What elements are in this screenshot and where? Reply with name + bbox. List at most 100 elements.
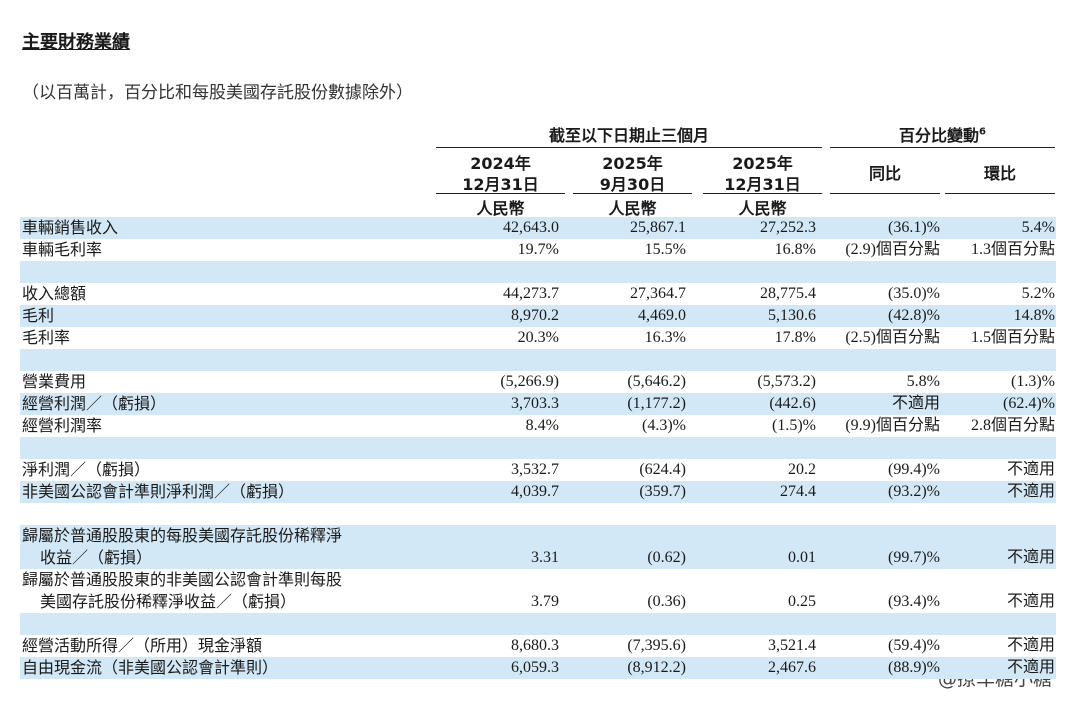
cell: (7,395.6) (627, 637, 686, 654)
row-stripe (20, 393, 1056, 415)
row-stripe (20, 613, 1056, 635)
row-label: 毛利率 (22, 328, 71, 347)
cell: 274.4 (780, 483, 816, 500)
cell: (59.4)% (888, 637, 940, 654)
cell: (0.36) (647, 593, 686, 610)
row-label: 淨利潤／（虧損） (22, 460, 151, 479)
cell: 不適用 (1006, 549, 1055, 566)
column-header: 9月30日 (599, 175, 666, 194)
cell: 不適用 (891, 395, 940, 412)
cell: 3,532.7 (511, 461, 559, 478)
cell: 不適用 (1006, 593, 1055, 610)
cell: 27,252.3 (760, 219, 816, 236)
cell: 25,867.1 (630, 219, 686, 236)
column-header: 2025年 (602, 154, 663, 173)
cell: (442.6) (769, 395, 816, 412)
cell: 不適用 (1006, 483, 1055, 500)
column-rule (830, 193, 940, 194)
cell: (8,912.2) (627, 659, 686, 676)
cell: 不適用 (1006, 637, 1055, 654)
header-rule (436, 147, 822, 148)
column-header: 12月31日 (724, 175, 801, 194)
cell: (99.4)% (888, 461, 940, 478)
cell: 20.2 (788, 461, 816, 478)
column-header: 同比 (868, 164, 901, 183)
cell: (5,573.2) (757, 373, 816, 390)
cell: (1,177.2) (627, 395, 686, 412)
row-label: 經營活動所得／（所用）現金淨額 (22, 636, 263, 655)
cell: (5,646.2) (627, 373, 686, 390)
row-stripe (20, 437, 1056, 459)
row-label: 自由現金流（非美國公認會計準則） (22, 658, 279, 677)
cell: 3,703.3 (511, 395, 559, 412)
column-header: 環比 (983, 164, 1016, 183)
currency: 人民幣 (476, 199, 525, 218)
cell: 3.79 (531, 593, 559, 610)
cell: 5.4% (1021, 219, 1055, 236)
row-stripe (20, 657, 1056, 679)
cell: (0.62) (647, 549, 686, 566)
row-label: 車輛毛利率 (22, 240, 103, 259)
currency: 人民幣 (608, 199, 657, 218)
row-stripe (20, 305, 1056, 327)
row-label: 毛利 (22, 306, 55, 325)
column-header: 2025年 (732, 154, 793, 173)
cell: 3,521.4 (768, 637, 816, 654)
cell: (93.4)% (888, 593, 940, 610)
cell: 4,039.7 (511, 483, 559, 500)
column-header: 12月31日 (462, 175, 539, 194)
row-stripe (20, 525, 1056, 569)
column-header: 2024年 (470, 154, 531, 173)
cell: 6,059.3 (511, 659, 559, 676)
cell: (99.7)% (888, 549, 940, 566)
row-stripe (20, 349, 1056, 371)
cell: 5,130.6 (768, 307, 816, 324)
cell: 不適用 (1006, 461, 1055, 478)
cell: (62.4)% (1003, 395, 1055, 412)
cell: 1.5個百分點 (970, 329, 1055, 346)
cell: 17.8% (774, 329, 816, 346)
cell: 19.7% (517, 241, 559, 258)
cell: 2.8個百分點 (970, 417, 1055, 434)
cell: 1.3個百分點 (970, 241, 1055, 258)
cell: 0.25 (788, 593, 816, 610)
cell: (35.0)% (888, 285, 940, 302)
cell: 28,775.4 (760, 285, 816, 302)
cell: 不適用 (1006, 659, 1055, 676)
cell: 4,469.0 (638, 307, 686, 324)
cell: 3.31 (531, 549, 559, 566)
cell: (42.8)% (888, 307, 940, 324)
cell: 5.8% (906, 373, 940, 390)
currency: 人民幣 (738, 199, 787, 218)
column-rule (945, 193, 1055, 194)
cell: (5,266.9) (500, 373, 559, 390)
group-header-text: 百分比變動 (899, 126, 980, 145)
cell: (624.4) (639, 461, 686, 478)
column-rule (436, 193, 565, 194)
row-stripe (20, 261, 1056, 283)
row-label: 美國存託股份稀釋淨收益／（虧損） (40, 592, 297, 611)
title: 主要財務業績 (22, 32, 130, 53)
cell: 44,273.7 (503, 285, 559, 302)
cell: 14.8% (1013, 307, 1055, 324)
cell: 8,680.3 (511, 637, 559, 654)
row-label: 歸屬於普通股股東的非美國公認會計準則每股 (22, 570, 343, 589)
cell: 42,643.0 (503, 219, 559, 236)
group-header: 截至以下日期止三個月 (548, 126, 709, 145)
cell: 27,364.7 (630, 285, 686, 302)
footnote-mark: 6 (979, 126, 986, 138)
row-label: 車輛銷售收入 (22, 218, 119, 237)
row-label: 收益／（虧損） (40, 548, 153, 567)
cell: 8.4% (525, 417, 559, 434)
group-header: 百分比變動6 (830, 122, 1055, 146)
column-rule (703, 193, 822, 194)
cell: (93.2)% (888, 483, 940, 500)
cell: 5.2% (1021, 285, 1055, 302)
row-label: 經營利潤／（虧損） (22, 394, 167, 413)
cell: 15.5% (644, 241, 686, 258)
row-label: 營業費用 (22, 372, 87, 391)
row-label: 經營利潤率 (22, 416, 103, 435)
cell: (1.5)% (772, 417, 816, 434)
cell: (2.5)個百分點 (845, 329, 940, 346)
